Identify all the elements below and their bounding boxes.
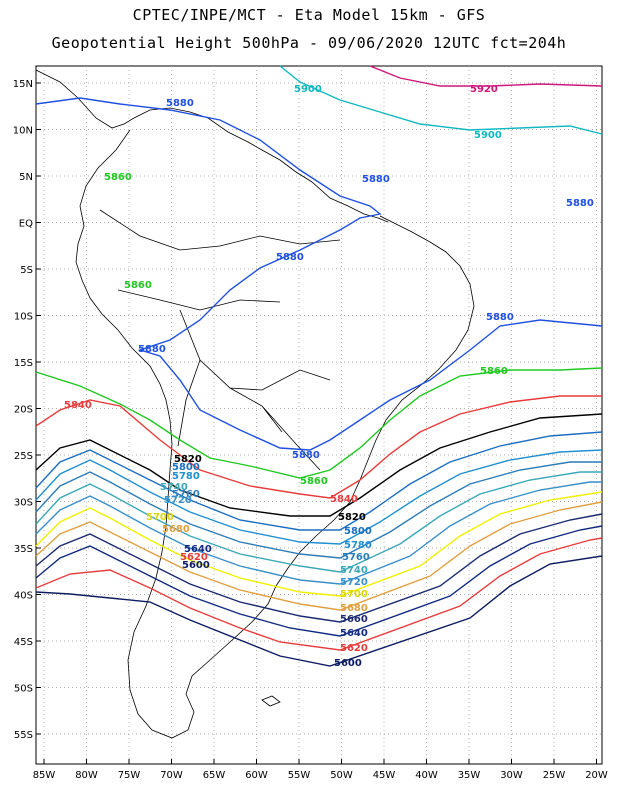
lat-tick-label: 55S bbox=[14, 730, 33, 741]
lat-tick-label: 10N bbox=[13, 126, 33, 137]
lat-tick-label: 15S bbox=[14, 358, 33, 369]
lat-tick-label: 15N bbox=[13, 79, 33, 90]
axis-ticks: 15N 10N 5N EQ 5S 10S 15S 20S 25S 30S 35S 40S 45S 50S 5… bbox=[13, 79, 608, 781]
contour-5900 bbox=[279, 65, 603, 135]
lon-tick-label: 70W bbox=[160, 770, 183, 781]
contour-lines bbox=[35, 65, 603, 667]
contour-label: 5700 bbox=[146, 512, 174, 523]
lon-tick-label: 55W bbox=[288, 770, 311, 781]
contour-label: 5720 bbox=[340, 577, 368, 588]
contour-label: 5800 bbox=[344, 526, 372, 537]
contour-label: 5880 bbox=[362, 174, 390, 185]
lat-tick-label: 20S bbox=[14, 405, 33, 416]
contour-label: 5680 bbox=[162, 524, 190, 535]
contour-label: 5640 bbox=[184, 544, 212, 555]
contour-label: 5880 bbox=[166, 98, 194, 109]
contour-5880 bbox=[35, 97, 603, 451]
contour-label: 5860 bbox=[124, 280, 152, 291]
contour-5700 bbox=[35, 491, 603, 597]
contour-label: 5600 bbox=[182, 560, 210, 571]
lon-tick-label: 65W bbox=[203, 770, 226, 781]
contour-label: 5860 bbox=[104, 172, 132, 183]
contour-label: 5620 bbox=[340, 643, 368, 654]
contour-label: 5760 bbox=[172, 489, 200, 500]
central-america-coast bbox=[35, 69, 389, 223]
contour-label: 5860 bbox=[300, 476, 328, 487]
contour-5860 bbox=[35, 367, 603, 479]
contour-5680 bbox=[35, 501, 603, 611]
contour-label: 5820 bbox=[338, 512, 366, 523]
map-title-line1: CPTEC/INPE/MCT - Eta Model 15km - GFS bbox=[132, 6, 486, 24]
contour-label: 5880 bbox=[566, 198, 594, 209]
contour-5620 bbox=[35, 537, 603, 651]
contour-label: 5820 bbox=[174, 454, 202, 465]
contour-5760 bbox=[35, 461, 602, 559]
map-title-line2: Geopotential Height 500hPa - 09/06/2020 … bbox=[51, 34, 567, 52]
contour-label: 5640 bbox=[340, 628, 368, 639]
contour-label: 5620 bbox=[180, 552, 208, 563]
lon-tick-label: 45W bbox=[373, 770, 396, 781]
lon-tick-label: 85W bbox=[33, 770, 56, 781]
contour-5600 bbox=[35, 555, 603, 667]
contour-label: 5680 bbox=[340, 603, 368, 614]
contour-5740 bbox=[35, 471, 602, 573]
lat-tick-label: 45S bbox=[14, 637, 33, 648]
contour-label: 5600 bbox=[334, 658, 362, 669]
falkland-islands bbox=[261, 695, 281, 707]
lon-tick-label: 25W bbox=[543, 770, 566, 781]
contour-label: 5660 bbox=[340, 614, 368, 625]
contour-label: 5840 bbox=[64, 400, 92, 411]
contour-label: 5900 bbox=[474, 130, 502, 141]
lat-tick-label: 40S bbox=[14, 591, 33, 602]
contour-label: 5760 bbox=[342, 552, 370, 563]
contour-5780 bbox=[35, 449, 603, 545]
lon-tick-label: 30W bbox=[500, 770, 523, 781]
lon-tick-label: 75W bbox=[118, 770, 141, 781]
contour-5800 bbox=[35, 431, 603, 531]
lon-tick-label: 20W bbox=[585, 770, 608, 781]
contour-label: 5860 bbox=[480, 366, 508, 377]
lat-tick-label: 10S bbox=[14, 312, 33, 323]
contour-5720 bbox=[35, 481, 602, 585]
map-frame bbox=[35, 65, 603, 765]
lat-tick-label: 5N bbox=[19, 172, 33, 183]
contour-label: 5880 bbox=[138, 344, 166, 355]
contour-label: 5780 bbox=[344, 540, 372, 551]
lat-tick-label: 5S bbox=[20, 265, 33, 276]
contour-label: 5880 bbox=[292, 450, 320, 461]
south-america-coast bbox=[75, 129, 475, 739]
lon-tick-label: 40W bbox=[415, 770, 438, 781]
contour-label: 5740 bbox=[160, 482, 188, 493]
contour-5640 bbox=[35, 525, 603, 637]
country-borders bbox=[99, 209, 341, 471]
lat-tick-label: 25S bbox=[14, 451, 33, 462]
contour-5660 bbox=[35, 513, 603, 623]
lon-tick-label: 60W bbox=[245, 770, 268, 781]
contour-5820 bbox=[35, 413, 603, 517]
coastline bbox=[35, 69, 475, 739]
contour-label: 5880 bbox=[276, 252, 304, 263]
lon-tick-label: 80W bbox=[75, 770, 98, 781]
contour-5840 bbox=[35, 395, 602, 499]
contour-label: 5720 bbox=[164, 495, 192, 506]
lat-tick-label: EQ bbox=[19, 219, 33, 230]
contour-label: 5920 bbox=[470, 84, 498, 95]
contour-label: 5880 bbox=[486, 312, 514, 323]
lat-tick-label: 50S bbox=[14, 684, 33, 695]
contour-labels: 5920 5900 5900 5880 5880 5880 5880 5880 … bbox=[64, 84, 594, 669]
contour-label: 5900 bbox=[294, 84, 322, 95]
contour-5920 bbox=[369, 65, 603, 87]
contour-label: 5840 bbox=[330, 494, 358, 505]
contour-label: 5700 bbox=[340, 589, 368, 600]
contour-label: 5740 bbox=[340, 565, 368, 576]
lat-tick-label: 35S bbox=[14, 544, 33, 555]
lon-tick-label: 50W bbox=[330, 770, 353, 781]
lat-tick-label: 30S bbox=[14, 498, 33, 509]
lon-tick-label: 35W bbox=[458, 770, 481, 781]
contour-label: 5780 bbox=[172, 471, 200, 482]
contour-label: 5800 bbox=[172, 462, 200, 473]
